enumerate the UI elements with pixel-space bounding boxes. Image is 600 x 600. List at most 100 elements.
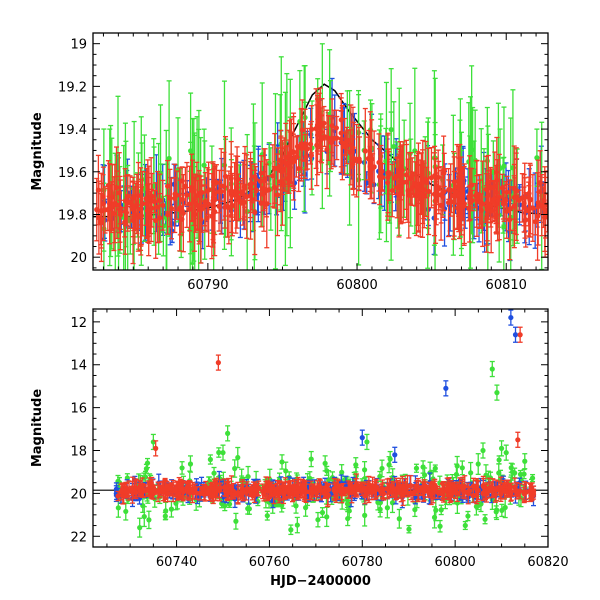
- data-point: [441, 167, 447, 173]
- data-point: [508, 314, 514, 321]
- data-point: [324, 514, 330, 520]
- data-point: [253, 176, 259, 183]
- data-point: [165, 183, 171, 189]
- data-point: [474, 195, 480, 201]
- data-point: [197, 206, 203, 212]
- data-point: [289, 156, 295, 163]
- y-tick-label: 19.6: [58, 166, 87, 181]
- data-point: [156, 215, 163, 221]
- data-point: [371, 164, 377, 170]
- data-point: [480, 447, 486, 454]
- data-point: [385, 170, 391, 176]
- panel-bottom-light-curve-full: 60740 60760 60780 60800 60820121416182022Mag…: [30, 308, 569, 589]
- data-point: [162, 513, 168, 519]
- data-point: [245, 473, 251, 480]
- data-point: [166, 155, 172, 162]
- data-point: [530, 205, 536, 211]
- data-point: [432, 173, 438, 179]
- data-point: [235, 454, 241, 461]
- data-point: [420, 464, 426, 470]
- data-point: [165, 212, 171, 218]
- data-point: [418, 191, 424, 198]
- data-point: [204, 188, 210, 194]
- data-point: [279, 168, 286, 174]
- data-point: [329, 123, 335, 129]
- data-point: [184, 192, 190, 198]
- plot-area: [93, 309, 548, 538]
- data-point: [123, 508, 129, 515]
- data-point: [247, 181, 253, 188]
- data-point: [512, 332, 519, 338]
- data-point: [438, 507, 444, 513]
- data-point: [127, 199, 133, 205]
- data-point: [462, 522, 468, 529]
- data-point: [406, 526, 412, 532]
- data-point: [242, 185, 248, 191]
- data-point: [405, 188, 411, 194]
- data-point: [433, 507, 439, 513]
- data-point: [353, 462, 359, 468]
- y-tick-label: 20: [70, 251, 87, 266]
- data-point: [467, 191, 473, 197]
- data-point: [452, 189, 459, 195]
- data-point: [469, 197, 475, 204]
- data-point: [117, 209, 124, 215]
- y-tick-label: 19: [70, 38, 87, 53]
- data-point: [211, 470, 217, 476]
- data-point: [534, 155, 540, 161]
- y-axis-title: Magnitude: [30, 112, 45, 191]
- data-point: [539, 202, 545, 208]
- data-point: [471, 169, 477, 175]
- data-point: [252, 209, 258, 216]
- data-point: [189, 188, 196, 194]
- data-point: [179, 465, 185, 471]
- y-axis: 19 19.2 19.4 19.6 19.8 20: [58, 32, 548, 269]
- data-point: [345, 137, 351, 143]
- data-point: [148, 197, 154, 203]
- y-tick-label: 19.4: [58, 123, 87, 138]
- data-point: [307, 141, 314, 147]
- data-point: [389, 187, 395, 194]
- data-point: [207, 456, 213, 463]
- data-point: [359, 435, 365, 441]
- data-point: [503, 197, 509, 203]
- data-point: [343, 480, 349, 486]
- data-point: [458, 175, 464, 182]
- data-point: [272, 165, 278, 172]
- data-point: [122, 198, 129, 204]
- data-point: [512, 470, 518, 476]
- data-point: [216, 449, 222, 456]
- data-point: [245, 505, 251, 512]
- data-point: [362, 148, 368, 154]
- data-point: [502, 504, 508, 511]
- series-green: [115, 360, 536, 538]
- data-point: [168, 506, 175, 512]
- data-point: [475, 461, 481, 467]
- data-point: [434, 183, 440, 189]
- data-point: [279, 459, 285, 465]
- y-tick-label: 19.2: [58, 80, 87, 95]
- y-tick-label: 19.8: [58, 208, 87, 223]
- data-point: [432, 465, 438, 471]
- data-point: [264, 513, 270, 519]
- data-point: [512, 202, 518, 209]
- data-point: [303, 505, 309, 511]
- data-point: [454, 463, 460, 469]
- data-point: [321, 120, 327, 126]
- plot-area: [93, 43, 548, 270]
- series-red: [94, 87, 548, 265]
- data-point: [138, 213, 144, 219]
- data-point: [499, 507, 505, 514]
- data-point: [413, 465, 420, 471]
- data-point: [477, 199, 483, 205]
- data-point: [394, 184, 400, 191]
- data-point: [177, 206, 183, 212]
- data-point: [400, 179, 406, 185]
- data-point: [364, 439, 370, 445]
- data-point: [491, 196, 497, 202]
- data-point: [493, 509, 499, 515]
- data-point: [228, 188, 234, 195]
- data-point: [361, 467, 368, 473]
- data-point: [303, 154, 309, 160]
- data-point: [392, 452, 398, 458]
